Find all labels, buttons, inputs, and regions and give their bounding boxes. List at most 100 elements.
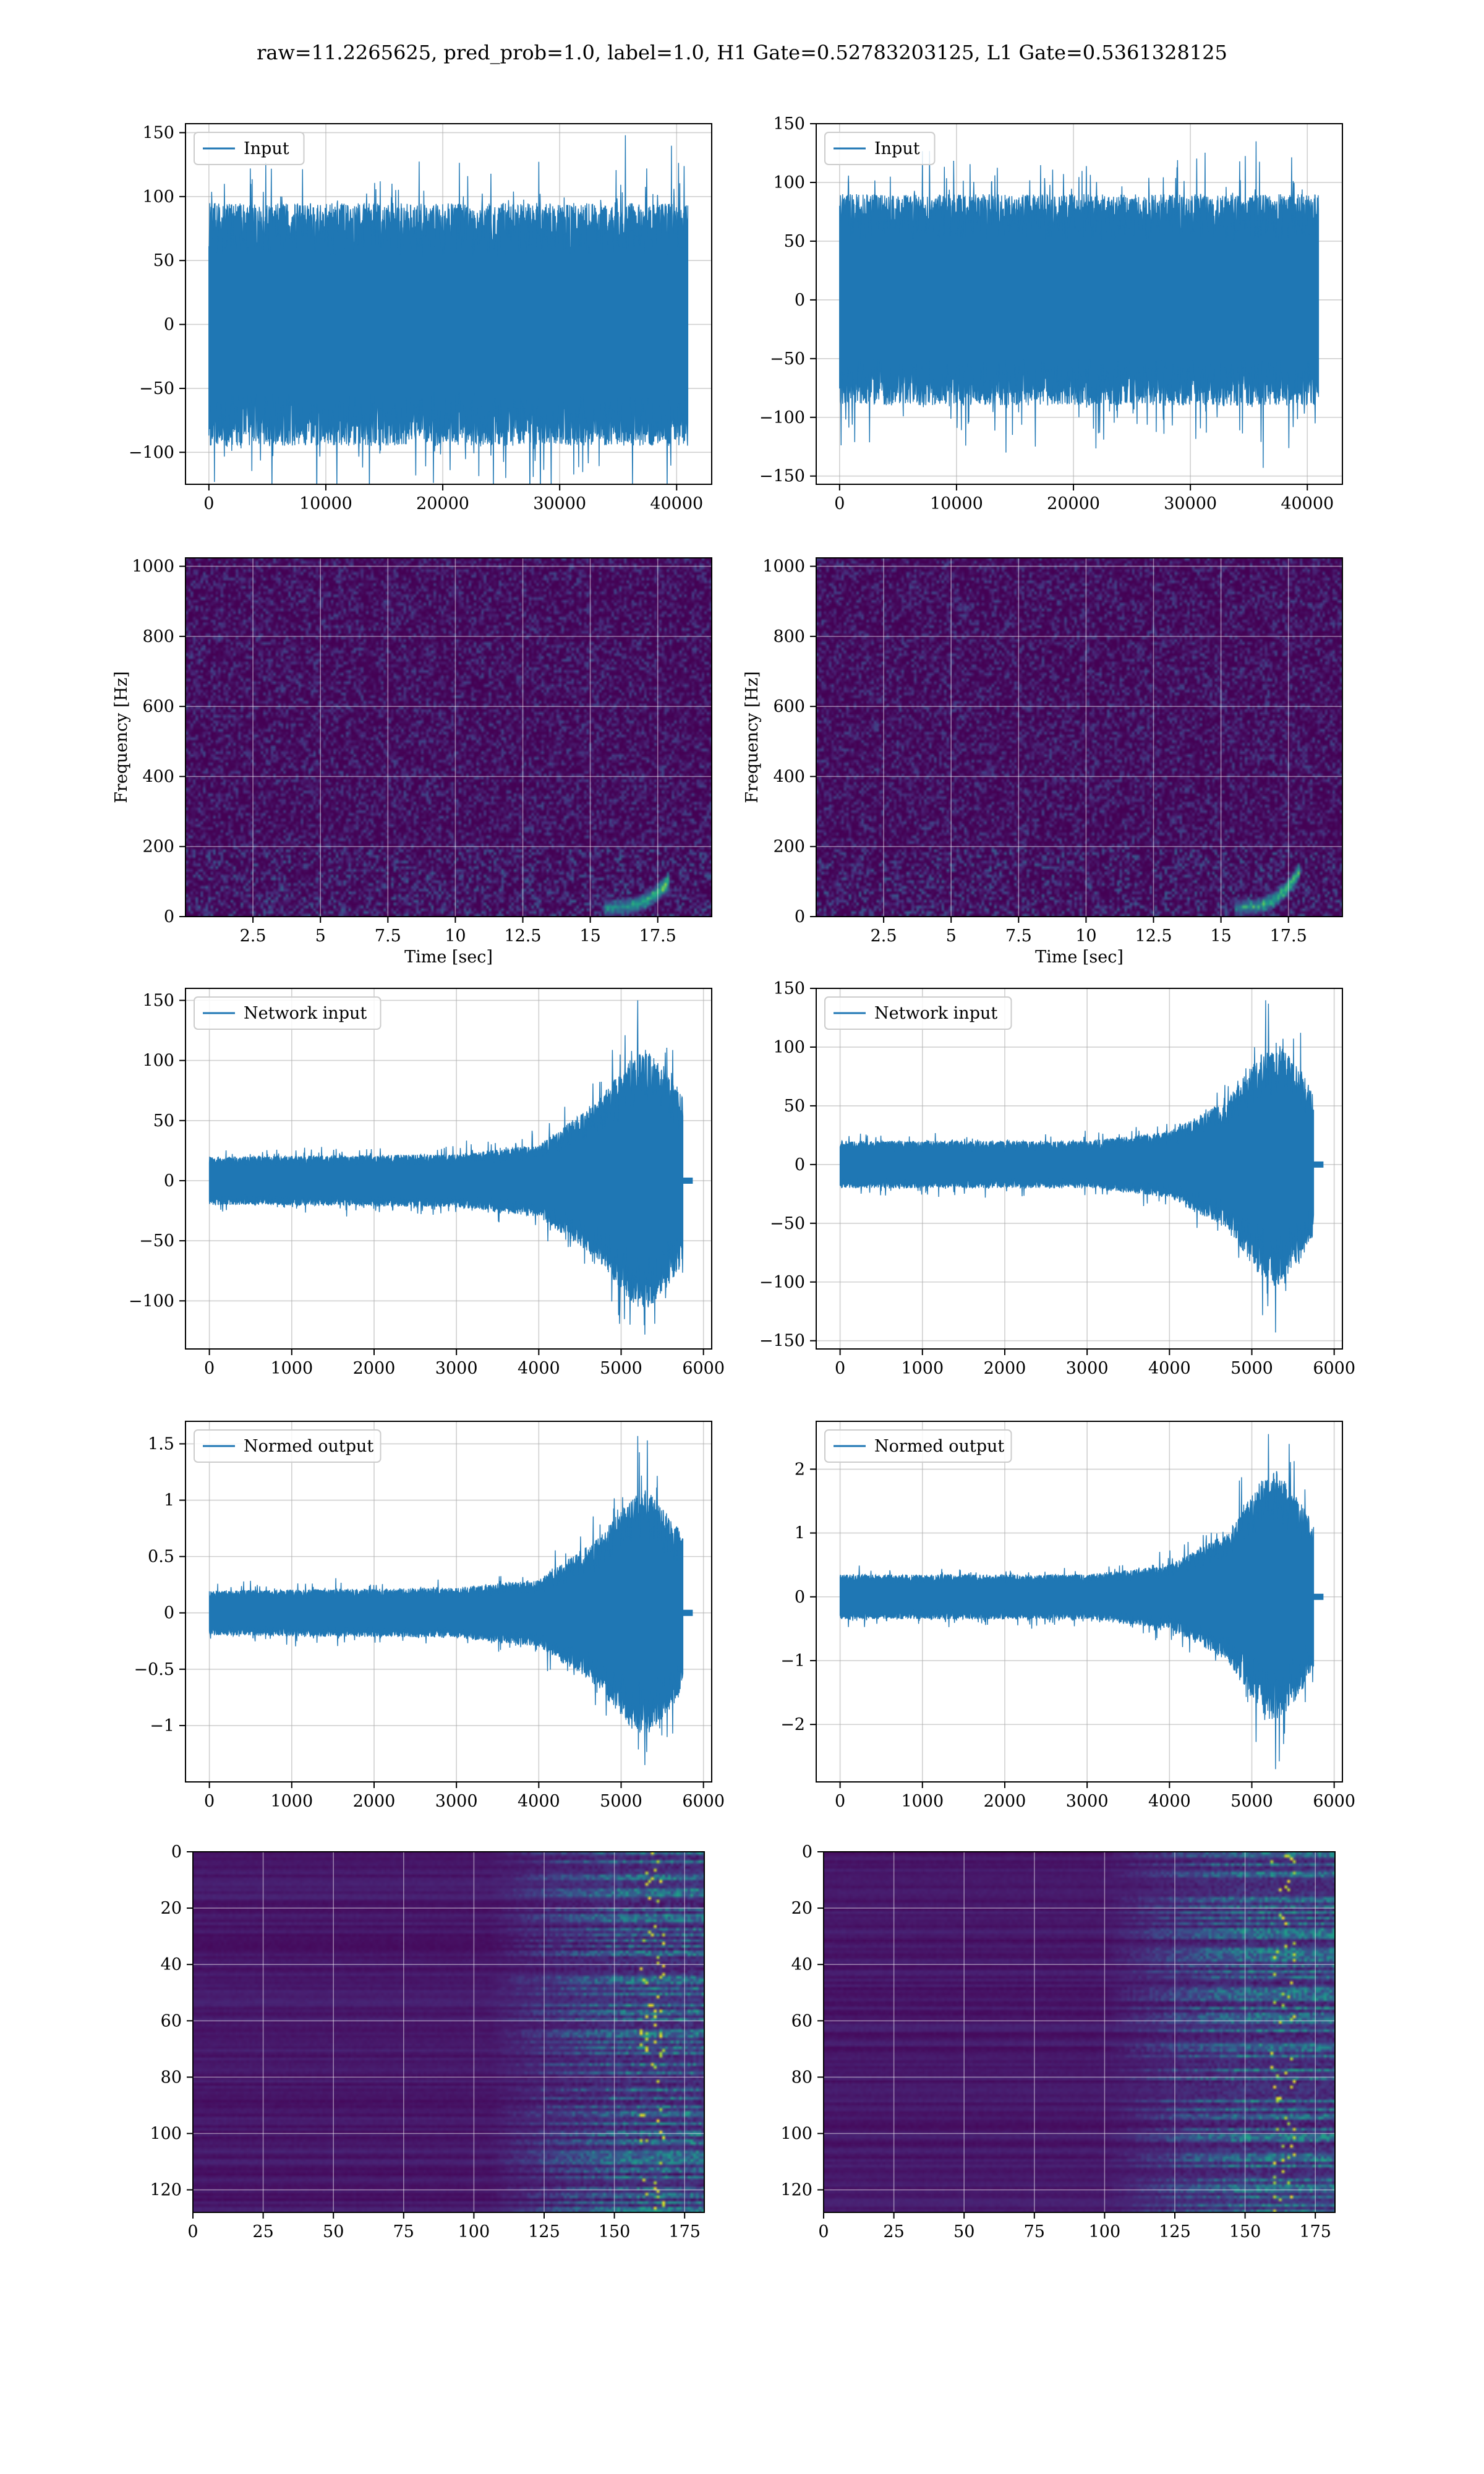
x-tick-label: 5000 — [1230, 1359, 1273, 1378]
x-tick-label: 4000 — [1148, 1359, 1191, 1378]
y-tick-label: 50 — [153, 1111, 174, 1131]
y-tick-label: 20 — [791, 1899, 812, 1918]
l1-network-input-panel: 0 1000 2000 3000 4000 5000 6000 −150 −100 −50 0 50 1… — [759, 979, 1355, 1378]
x-tick-label: 1000 — [901, 1359, 944, 1378]
x-tick-label: 2.5 — [871, 927, 897, 946]
x-tick-label: 5000 — [600, 1359, 642, 1378]
x-axis-label: Time [sec] — [404, 948, 493, 967]
y-tick-label: 120 — [150, 2181, 182, 2200]
y-tick-label: −0.5 — [134, 1660, 174, 1679]
x-tick-label: 30000 — [533, 494, 586, 513]
y-tick-label: 0 — [164, 1604, 174, 1623]
x-tick-label: 175 — [668, 2222, 701, 2241]
x-tick-label: 25 — [252, 2222, 273, 2241]
y-tick-label: 100 — [773, 1038, 805, 1057]
x-tick-label: 7.5 — [1005, 927, 1032, 946]
x-tick-label: 10 — [445, 927, 466, 946]
y-tick-label: −50 — [139, 379, 174, 398]
x-tick-label: 50 — [953, 2222, 974, 2241]
x-tick-label: 17.5 — [639, 927, 676, 946]
signal-tail — [1313, 1161, 1324, 1168]
y-tick-label: −1 — [150, 1716, 174, 1736]
x-tick-label: 40000 — [650, 494, 703, 513]
x-tick-label: 0 — [835, 1792, 845, 1811]
y-tick-label: 150 — [142, 991, 174, 1010]
y-tick-label: 150 — [773, 114, 805, 134]
legend-box — [194, 996, 382, 1030]
x-tick-label: 3000 — [435, 1792, 478, 1811]
l1-input-panel: 0 10000 20000 30000 40000 −150 −100 −50 0 50 100 15… — [759, 114, 1343, 513]
figure-title: raw=11.2265625, pred_prob=1.0, label=1.0… — [257, 41, 1227, 64]
signal-trace — [839, 141, 1320, 468]
y-tick-label: 0 — [802, 1843, 812, 1862]
y-tick-label: 0 — [795, 1588, 805, 1607]
y-tick-label: −150 — [759, 1332, 805, 1351]
y-tick-label: 0 — [795, 907, 805, 927]
x-tick-label: 50 — [323, 2222, 344, 2241]
y-tick-label: 600 — [142, 697, 174, 716]
x-tick-label: 4000 — [1148, 1792, 1191, 1811]
y-tick-label: 50 — [784, 232, 805, 251]
y-tick-label: 0.5 — [148, 1547, 174, 1567]
axes-frame — [185, 988, 712, 1350]
y-tick-label: 60 — [791, 2011, 812, 2031]
x-tick-label: 40000 — [1281, 494, 1334, 513]
y-tick-label: 0 — [171, 1843, 182, 1862]
x-tick-label: 10 — [1075, 927, 1096, 946]
y-tick-label: 800 — [142, 627, 174, 646]
l1-feature-map-panel: 0 25 50 75 100 125 150 175 0 20 40 60 80 100 120 — [780, 1843, 1336, 2241]
y-tick-label: 50 — [784, 1097, 805, 1116]
x-tick-label: 5000 — [1230, 1792, 1273, 1811]
y-tick-label: −50 — [770, 349, 805, 369]
x-tick-label: 100 — [1089, 2222, 1121, 2241]
x-tick-label: 0 — [187, 2222, 198, 2241]
y-tick-label: 200 — [142, 837, 174, 857]
x-tick-label: 17.5 — [1270, 927, 1307, 946]
legend-box — [194, 132, 305, 165]
signal-tail — [1313, 1593, 1324, 1600]
y-axis-label: Frequency [Hz] — [112, 671, 131, 803]
x-tick-label: 2000 — [353, 1792, 396, 1811]
x-tick-label: 2000 — [984, 1792, 1026, 1811]
x-tick-label: 3000 — [1066, 1792, 1109, 1811]
y-axis-label: Frequency [Hz] — [743, 671, 762, 803]
y-tick-label: −100 — [759, 1273, 805, 1292]
spectrogram-image — [816, 558, 1342, 917]
axes-frame — [185, 123, 712, 485]
x-tick-label: 3000 — [435, 1359, 478, 1378]
legend-label: Input — [244, 139, 289, 158]
y-tick-label: 1000 — [762, 557, 805, 576]
x-tick-label: 5 — [315, 927, 326, 946]
legend-label: Network input — [244, 1004, 367, 1023]
axes-frame — [823, 1851, 1336, 2213]
x-tick-label: 10000 — [299, 494, 352, 513]
y-tick-label: 0 — [795, 291, 805, 310]
legend-box — [824, 1429, 1012, 1463]
y-tick-label: 120 — [780, 2181, 812, 2200]
x-tick-label: 6000 — [1313, 1359, 1355, 1378]
legend-label: Normed output — [874, 1437, 1004, 1456]
y-tick-label: −1 — [780, 1651, 805, 1671]
y-tick-label: 40 — [161, 1955, 182, 1974]
x-tick-label: 125 — [1159, 2222, 1191, 2241]
y-tick-label: 100 — [150, 2124, 182, 2143]
x-tick-label: 15 — [579, 927, 600, 946]
y-tick-label: 0 — [795, 1155, 805, 1175]
x-tick-label: 125 — [528, 2222, 560, 2241]
x-tick-label: 2.5 — [240, 927, 267, 946]
x-tick-label: 25 — [883, 2222, 904, 2241]
x-tick-label: 4000 — [518, 1359, 560, 1378]
y-tick-label: 800 — [773, 627, 805, 646]
x-tick-label: 0 — [834, 494, 845, 513]
l1-spectrogram-panel: 2.5 5 7.5 10 12.5 15 17.5 0 200 400 600 800 1000 Time… — [743, 557, 1343, 967]
signal-trace — [208, 135, 689, 484]
x-tick-label: 12.5 — [1135, 927, 1172, 946]
signal-trace — [208, 1000, 684, 1335]
x-tick-label: 6000 — [682, 1792, 725, 1811]
signal-tail — [683, 1177, 693, 1184]
y-tick-label: 0 — [164, 315, 174, 335]
h1-spectrogram-panel: 2.5 5 7.5 10 12.5 15 17.5 0 200 400 600 800 1000 Time… — [112, 557, 712, 967]
x-tick-label: 10000 — [930, 494, 983, 513]
x-tick-label: 12.5 — [504, 927, 541, 946]
l1-normed-output-panel: 0 1000 2000 3000 4000 5000 6000 −2 −1 0 1 2 Normed o… — [780, 1421, 1355, 1811]
